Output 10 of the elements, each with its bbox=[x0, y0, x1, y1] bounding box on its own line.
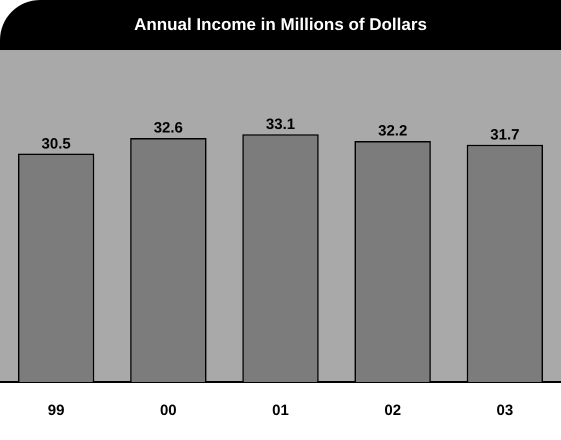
data-label: 31.7 bbox=[490, 126, 520, 144]
x-tick-label: 01 bbox=[272, 402, 289, 420]
data-label: 32.6 bbox=[154, 120, 183, 137]
data-label: 33.1 bbox=[266, 116, 296, 133]
x-tick-label: 99 bbox=[48, 402, 64, 420]
data-label: 30.5 bbox=[42, 135, 71, 152]
x-tick-label: 00 bbox=[160, 402, 177, 420]
x-tick-label: 02 bbox=[384, 402, 402, 420]
data-label: 32.2 bbox=[378, 122, 408, 140]
x-tick-label: 03 bbox=[496, 402, 514, 420]
